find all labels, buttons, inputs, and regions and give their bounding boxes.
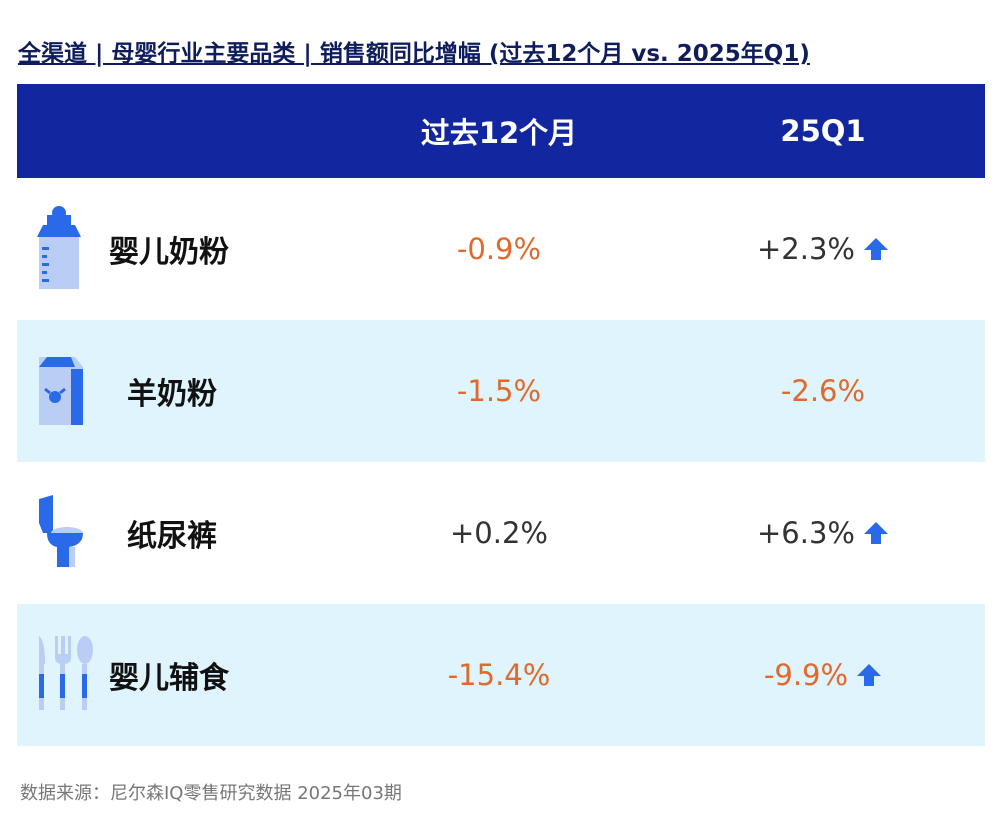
category-label: 纸尿裤 [127, 519, 217, 554]
category-label: 婴儿奶粉 [109, 235, 229, 270]
past12-value: +0.2% [450, 516, 548, 550]
growth-table: 过去12个月 25Q1 婴儿奶粉 -0.9% +2.3% 羊奶粉 -1.5% -2… [17, 84, 985, 746]
up-arrow-icon [863, 238, 888, 260]
milk-carton-icon [35, 351, 85, 431]
category-label: 羊奶粉 [127, 377, 217, 412]
col-header-past12: 过去12个月 [420, 116, 578, 150]
table-row: 羊奶粉 -1.5% -2.6% [17, 320, 985, 462]
table-row: 婴儿辅食 -15.4% -9.9% [17, 604, 985, 746]
q1-value: -2.6% [780, 374, 866, 408]
col-header-25q1: 25Q1 [780, 114, 866, 148]
q1-value: +2.3% [757, 232, 855, 266]
past12-value: -1.5% [456, 374, 542, 408]
source-note: 数据来源：尼尔森IQ零售研究数据 2025年03期 [20, 783, 402, 804]
up-arrow-icon [857, 664, 882, 686]
table-header: 过去12个月 25Q1 [17, 84, 985, 178]
past12-value: -0.9% [456, 232, 542, 266]
up-arrow-icon [863, 522, 888, 544]
baby-bottle-icon [35, 203, 83, 295]
past12-value: -15.4% [447, 658, 551, 692]
q1-value: -9.9% [763, 658, 849, 692]
table-row: 婴儿奶粉 -0.9% +2.3% [17, 178, 985, 320]
cutlery-icon [35, 634, 95, 716]
toilet-icon [35, 493, 85, 573]
q1-value: +6.3% [757, 516, 855, 550]
category-label: 婴儿辅食 [109, 661, 229, 696]
page-title: 全渠道 | 母婴行业主要品类 | 销售额同比增幅 (过去12个月 vs. 202… [18, 41, 810, 67]
table-row: 纸尿裤 +0.2% +6.3% [17, 462, 985, 604]
